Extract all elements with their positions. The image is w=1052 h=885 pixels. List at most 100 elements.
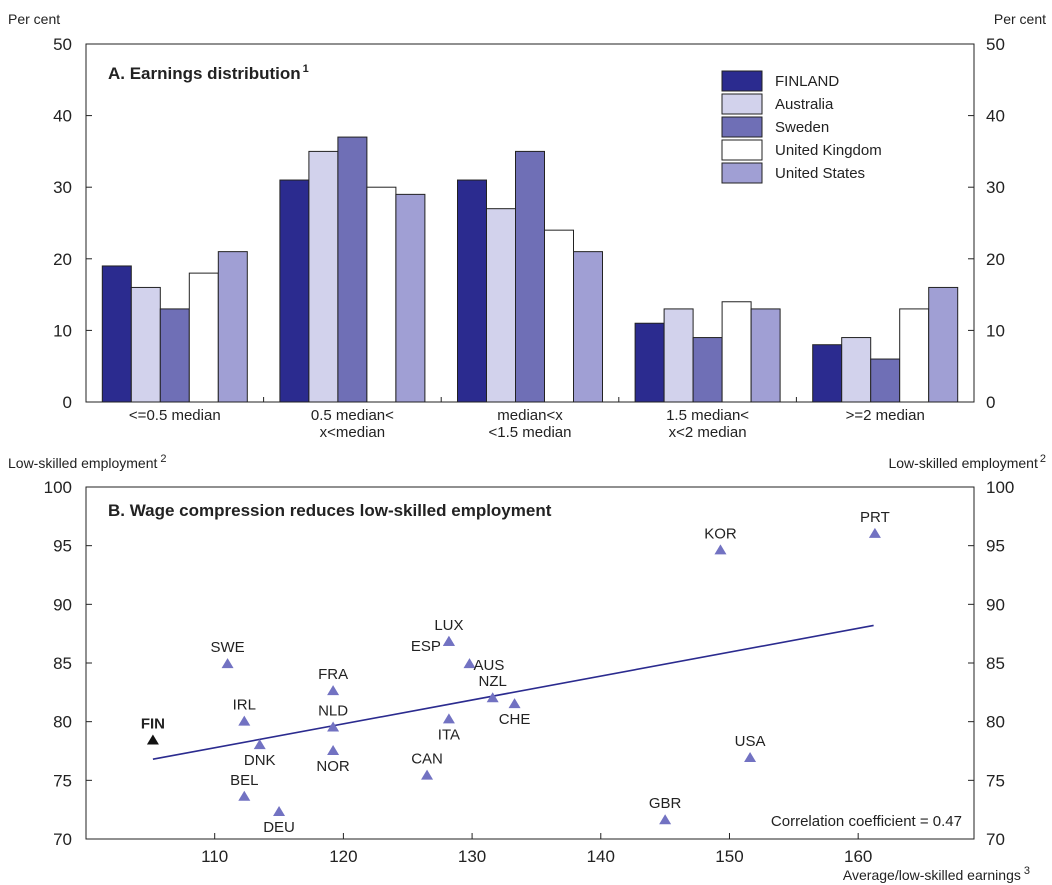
legend-swatch bbox=[721, 116, 763, 138]
y-tick-label-right: 95 bbox=[986, 537, 1005, 556]
bar-finland bbox=[101, 265, 132, 403]
point-label-dnk: DNK bbox=[244, 752, 276, 769]
bar-sweden bbox=[692, 337, 723, 403]
point-marker-prt bbox=[868, 527, 881, 538]
panel-a-title-text: A. Earnings distribution bbox=[108, 64, 301, 83]
y-tick-label-left: 80 bbox=[53, 713, 72, 732]
y-tick-label-left: 10 bbox=[53, 321, 72, 340]
panel-b-x-axis-label-text: Average/low-skilled earnings bbox=[843, 867, 1021, 883]
scatter-points: FIN SWE IRL DNK BEL DEU FRA NLD NOR CAN LUX ESP AUS I… bbox=[141, 509, 890, 836]
bar-united-kingdom bbox=[188, 272, 219, 403]
panel-b-title: B. Wage compression reduces low-skilled … bbox=[108, 501, 552, 520]
panel-b-x-ticks: 110 120 130 140 150 160 bbox=[201, 833, 872, 866]
point-marker-fra bbox=[327, 685, 340, 696]
y-tick-label-left: 50 bbox=[53, 35, 72, 54]
x-tick-label: 110 bbox=[201, 847, 228, 866]
category-label: <=0.5 median bbox=[129, 407, 221, 424]
panel-a-category-labels: <=0.5 median 0.5 median<x<median median<x<… bbox=[129, 397, 975, 441]
category-label: x<median bbox=[320, 424, 385, 441]
category-label: median<x bbox=[497, 407, 563, 424]
y-tick-label-right: 70 bbox=[986, 830, 1005, 849]
point-label-usa: USA bbox=[735, 733, 766, 750]
y-tick-label-right: 40 bbox=[986, 107, 1005, 126]
y-tick-label-left: 30 bbox=[53, 178, 72, 197]
legend-swatch bbox=[721, 93, 763, 115]
trend-line bbox=[152, 624, 874, 760]
point-label-nor: NOR bbox=[316, 758, 350, 775]
bar-australia bbox=[308, 150, 339, 403]
y-tick-label-right: 75 bbox=[986, 771, 1005, 790]
panel-a-y-ticks: 0 0 10 10 20 20 30 30 40 40 50 50 bbox=[53, 35, 1005, 412]
point-marker-nor bbox=[327, 745, 340, 755]
point-marker-ita bbox=[442, 713, 455, 724]
point-label-esp: ESP bbox=[411, 638, 441, 655]
point-marker-esp bbox=[442, 635, 455, 646]
y-tick-label-right: 100 bbox=[986, 478, 1014, 497]
x-tick-label: 130 bbox=[458, 847, 486, 866]
bar-united-kingdom bbox=[899, 308, 930, 403]
point-label-aus: AUS bbox=[474, 657, 505, 674]
point-label-gbr: GBR bbox=[649, 795, 682, 812]
bar-australia bbox=[663, 308, 694, 403]
panel-b-left-axis-label-note: 2 bbox=[160, 453, 166, 465]
point-marker-che bbox=[508, 698, 521, 709]
point-marker-fin bbox=[146, 734, 159, 745]
panel-a-title: A. Earnings distribution 1 bbox=[108, 63, 309, 83]
bar-united-states bbox=[573, 251, 603, 403]
bar-australia bbox=[841, 337, 872, 403]
bar-sweden bbox=[515, 150, 545, 403]
point-label-deu: DEU bbox=[263, 819, 295, 836]
point-marker-nld bbox=[327, 721, 340, 732]
x-tick-label: 150 bbox=[715, 847, 743, 866]
legend-label: United Kingdom bbox=[775, 142, 882, 159]
x-tick-label: 160 bbox=[844, 847, 872, 866]
point-marker-dnk bbox=[253, 739, 266, 750]
panel-a-title-note: 1 bbox=[303, 63, 309, 75]
x-tick-label: 140 bbox=[587, 847, 615, 866]
point-label-kor: KOR bbox=[704, 525, 737, 542]
bar-united-kingdom bbox=[366, 186, 397, 403]
point-label-swe: SWE bbox=[210, 639, 244, 656]
legend-label: United States bbox=[775, 165, 865, 182]
point-label-nld: NLD bbox=[318, 703, 348, 720]
bar-united-states bbox=[395, 193, 426, 403]
point-label-bel: BEL bbox=[230, 772, 258, 789]
y-tick-label-left: 40 bbox=[53, 107, 72, 126]
panel-a-left-axis-label: Per cent bbox=[8, 11, 60, 27]
y-tick-label-left: 20 bbox=[53, 250, 72, 269]
category-label: x<2 median bbox=[669, 424, 747, 441]
point-label-nzl: NZL bbox=[479, 673, 507, 690]
point-marker-deu bbox=[273, 806, 286, 817]
bar-united-kingdom bbox=[721, 301, 752, 403]
point-label-ita: ITA bbox=[438, 726, 460, 743]
bar-sweden bbox=[337, 136, 368, 403]
y-tick-label-right: 50 bbox=[986, 35, 1005, 54]
point-label-fra: FRA bbox=[318, 666, 348, 683]
point-marker-gbr bbox=[659, 814, 672, 825]
y-tick-label-right: 90 bbox=[986, 595, 1005, 614]
y-tick-label-right: 0 bbox=[986, 393, 995, 412]
y-tick-label-left: 100 bbox=[44, 478, 72, 497]
category-label: 1.5 median< bbox=[666, 407, 749, 424]
panel-a-bars bbox=[101, 136, 959, 403]
category-label: <1.5 median bbox=[489, 424, 572, 441]
legend-swatch bbox=[721, 70, 763, 92]
point-marker-irl bbox=[238, 715, 251, 726]
point-label-fin: FIN bbox=[141, 715, 165, 732]
bar-united-states bbox=[928, 286, 959, 403]
bar-united-states bbox=[750, 308, 781, 403]
bar-finland bbox=[457, 179, 487, 403]
bar-finland bbox=[634, 322, 665, 403]
y-tick-label-left: 75 bbox=[53, 771, 72, 790]
panel-b-x-axis-label: Average/low-skilled earnings 3 bbox=[843, 865, 1030, 883]
correlation-annotation: Correlation coefficient = 0.47 bbox=[771, 813, 962, 830]
bar-united-states bbox=[217, 251, 248, 403]
bar-finland bbox=[279, 179, 310, 403]
panel-b-left-axis-label-text: Low-skilled employment bbox=[8, 455, 158, 471]
legend-swatch bbox=[721, 162, 763, 184]
category-label: 0.5 median< bbox=[311, 407, 394, 424]
point-marker-nzl bbox=[486, 692, 499, 703]
y-tick-label-right: 80 bbox=[986, 713, 1005, 732]
panel-b-right-axis-label-text: Low-skilled employment bbox=[888, 455, 1038, 471]
